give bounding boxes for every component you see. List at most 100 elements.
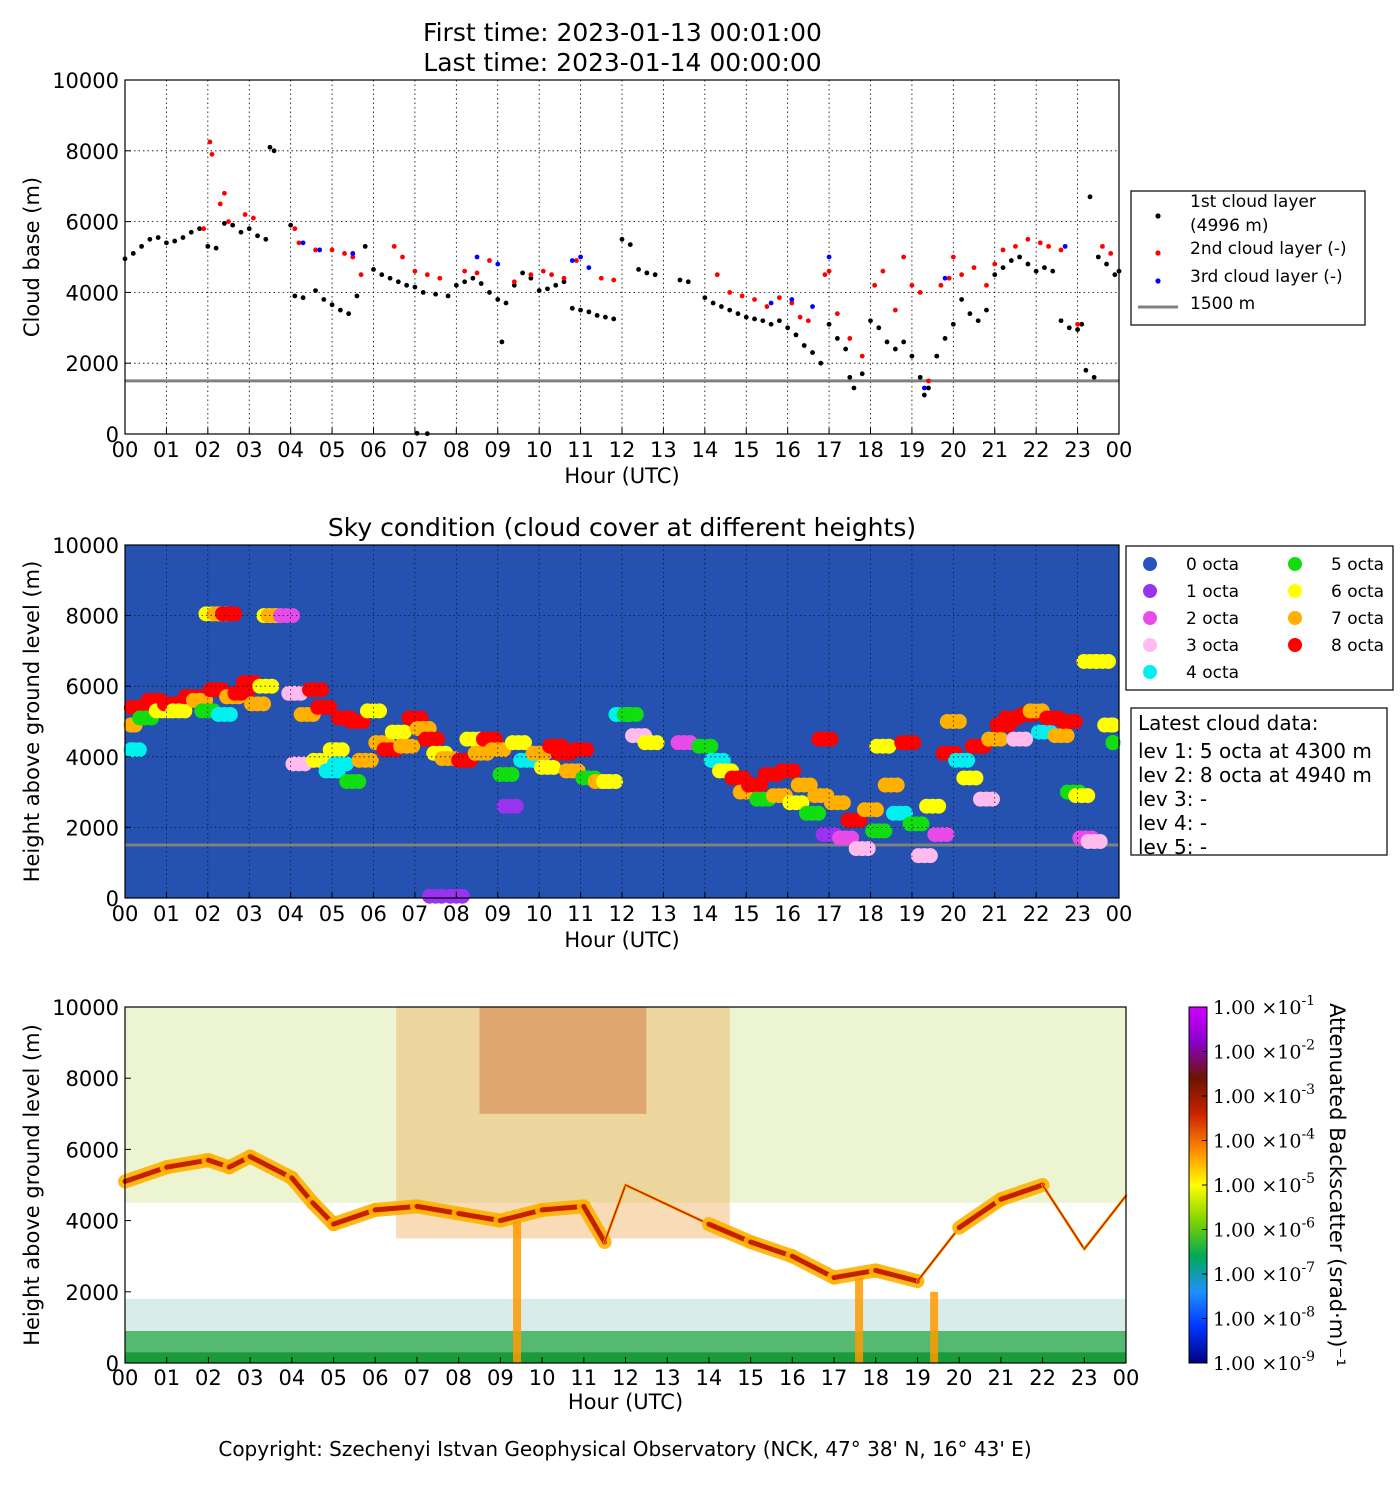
cloud-base-point (1100, 243, 1105, 249)
first-time-label: First time: 2023-01-13 00:01:00 (423, 18, 822, 47)
cloud-base-point (213, 245, 219, 251)
cloud-base-point (892, 307, 898, 313)
cloud-base-point (872, 282, 878, 288)
octa-point (545, 759, 561, 775)
cloud-base-point (847, 374, 853, 380)
cloud-base-point (810, 304, 815, 309)
legend-label: 5 octa (1331, 555, 1384, 575)
cloud-base-point (901, 339, 907, 345)
cloud-base-x-label: Hour (UTC) (564, 464, 679, 488)
colorbar-tick-mantissa: 1.00 ×10 (1213, 1353, 1301, 1375)
cloud-layer-core (603, 1184, 627, 1243)
y-tick-label: 6000 (66, 1138, 119, 1162)
cloud-base-point (139, 243, 144, 249)
cloud-base-point (371, 266, 376, 272)
cloud-base-point (851, 385, 857, 391)
cloud-base-point (528, 275, 534, 281)
cloud-layer-core (916, 1226, 960, 1282)
colorbar-ticks: 1.00 ×10-91.00 ×10-81.00 ×10-71.00 ×10-6… (1202, 995, 1315, 1375)
legend-label: 0 octa (1186, 555, 1239, 575)
cloud-base-point (553, 282, 559, 288)
x-tick-label: 03 (237, 1366, 264, 1390)
cloud-base-point (317, 247, 323, 253)
legend-label: 1st cloud layer (1190, 192, 1316, 212)
octa-point (334, 742, 350, 758)
cloud-base-point (644, 270, 650, 276)
colorbar-tick-label: 1.00 ×10-5 (1213, 1171, 1315, 1197)
backscatter-x-label: Hour (UTC) (568, 1390, 683, 1414)
x-tick-label: 19 (899, 902, 926, 926)
x-tick-label: 21 (981, 902, 1008, 926)
cloud-layer-core (331, 1207, 378, 1227)
x-tick-label: 18 (857, 438, 884, 462)
octa-point (579, 742, 595, 758)
cloud-base-point (569, 258, 575, 263)
cloud-base-point (1108, 251, 1114, 256)
octa-point (860, 841, 876, 857)
cloud-base-point (810, 350, 815, 355)
cloud-base-point (1000, 265, 1006, 271)
cloud-base-point (238, 229, 244, 235)
cloud-base-point (495, 297, 501, 302)
cloud-base-point (719, 304, 724, 309)
cloud-base-point (1079, 321, 1085, 327)
cloud-base-point (1025, 261, 1031, 267)
y-tick-label: 2000 (66, 816, 119, 840)
x-tick-label: 00 (112, 438, 139, 462)
cloud-base-point (959, 272, 965, 278)
colorbar-tick-exponent: -7 (1301, 1260, 1315, 1276)
y-tick-label: 10000 (52, 996, 119, 1020)
x-tick-label: 01 (153, 1366, 180, 1390)
cloud-layer-core (789, 1253, 837, 1281)
legend-dot-marker (1288, 557, 1302, 571)
x-tick-label: 22 (1023, 438, 1050, 462)
octa-point (922, 848, 938, 864)
cloud-base-point (188, 229, 194, 235)
octa-point (177, 703, 193, 719)
cloud-base-point (598, 275, 604, 281)
octa-point (628, 706, 644, 722)
cloud-base-point (892, 346, 898, 352)
colorbar-tick-mantissa: 1.00 ×10 (1213, 1220, 1301, 1242)
y-tick-label: 4000 (66, 1210, 119, 1234)
cloud-layer-core (1083, 1194, 1127, 1250)
cloud-base-point (760, 318, 766, 324)
cloud-base-point (321, 297, 327, 302)
octa-point (931, 798, 947, 814)
cloud-base-point (222, 190, 227, 196)
cloud-base-point (594, 313, 600, 318)
backscatter-y-label: Height above ground level (m) (20, 1024, 44, 1346)
colorbar-tick-mantissa: 1.00 ×10 (1213, 1309, 1301, 1331)
backscatter-y-ticks: 0 2000 4000 6000 8000 10000 (52, 996, 131, 1376)
octa-point (1100, 653, 1116, 669)
legend-dot-marker (1155, 278, 1161, 284)
colorbar-tick-label: 1.00 ×10-6 (1213, 1216, 1315, 1242)
cloud-base-point (362, 243, 368, 249)
octa-point (322, 699, 338, 715)
octa-point (338, 756, 354, 772)
x-tick-label: 09 (484, 438, 511, 462)
cloud-base-point (752, 297, 757, 302)
cloud-base-point (242, 212, 248, 217)
colorbar-tick-label: 1.00 ×10-8 (1213, 1305, 1315, 1331)
cloud-base-point (586, 265, 592, 271)
colorbar-tick-mantissa: 1.00 ×10 (1213, 1264, 1301, 1286)
y-tick-label: 2000 (66, 352, 119, 376)
legend-label: 3 octa (1186, 636, 1239, 656)
octa-point (454, 888, 470, 904)
octa-point (405, 738, 421, 754)
cloud-layer-core (456, 1210, 503, 1224)
x-tick-label: 06 (360, 902, 387, 926)
cloud-base-point (561, 279, 567, 285)
colorbar-tick-exponent: -5 (1301, 1171, 1315, 1187)
cloud-base-point (300, 295, 306, 301)
octa-point (256, 696, 272, 712)
cloud-base-point (822, 272, 828, 278)
x-tick-label: 11 (570, 1366, 597, 1390)
octa-point (939, 826, 955, 842)
cloud-base-point (230, 222, 236, 228)
cloud-layer-core (624, 1184, 710, 1225)
heatmap-noise-band (396, 1007, 730, 1239)
